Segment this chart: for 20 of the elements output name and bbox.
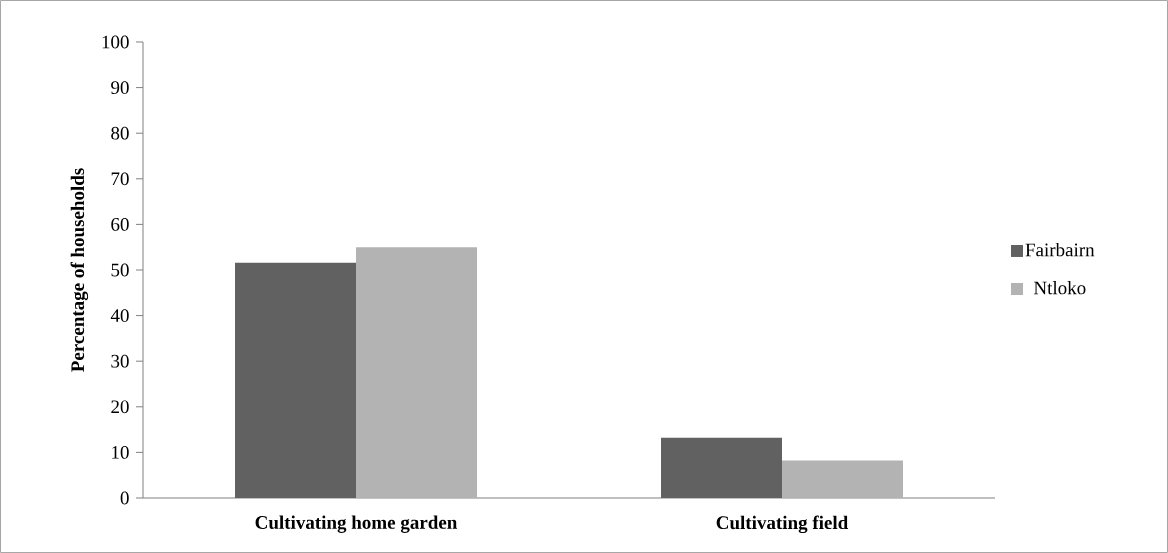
y-tick-label: 30	[111, 354, 129, 368]
y-tick-label: 60	[111, 217, 129, 231]
y-axis-title: Percentage of households	[70, 168, 89, 372]
y-tick-label: 40	[110, 309, 129, 322]
legend-label: Ntloko	[1033, 281, 1086, 295]
x-tick-label: Cultivating home garden	[255, 515, 458, 533]
y-tick-label: 0	[120, 491, 129, 505]
y-tick-label: 100	[102, 35, 129, 49]
y-tick-label: 20	[111, 400, 129, 414]
bar	[235, 262, 356, 498]
x-tick-label: Cultivating field	[716, 515, 849, 534]
bar	[661, 437, 782, 498]
legend-label: Fairbairn	[1025, 242, 1095, 257]
y-tick-label: 10	[112, 445, 129, 459]
y-tick-label: 90	[111, 81, 129, 94]
y-tick-label: 70	[111, 172, 129, 186]
bar	[782, 460, 903, 498]
y-tick-label: 80	[111, 126, 129, 140]
y-tick-label: 50	[111, 263, 129, 277]
bar	[356, 247, 478, 498]
